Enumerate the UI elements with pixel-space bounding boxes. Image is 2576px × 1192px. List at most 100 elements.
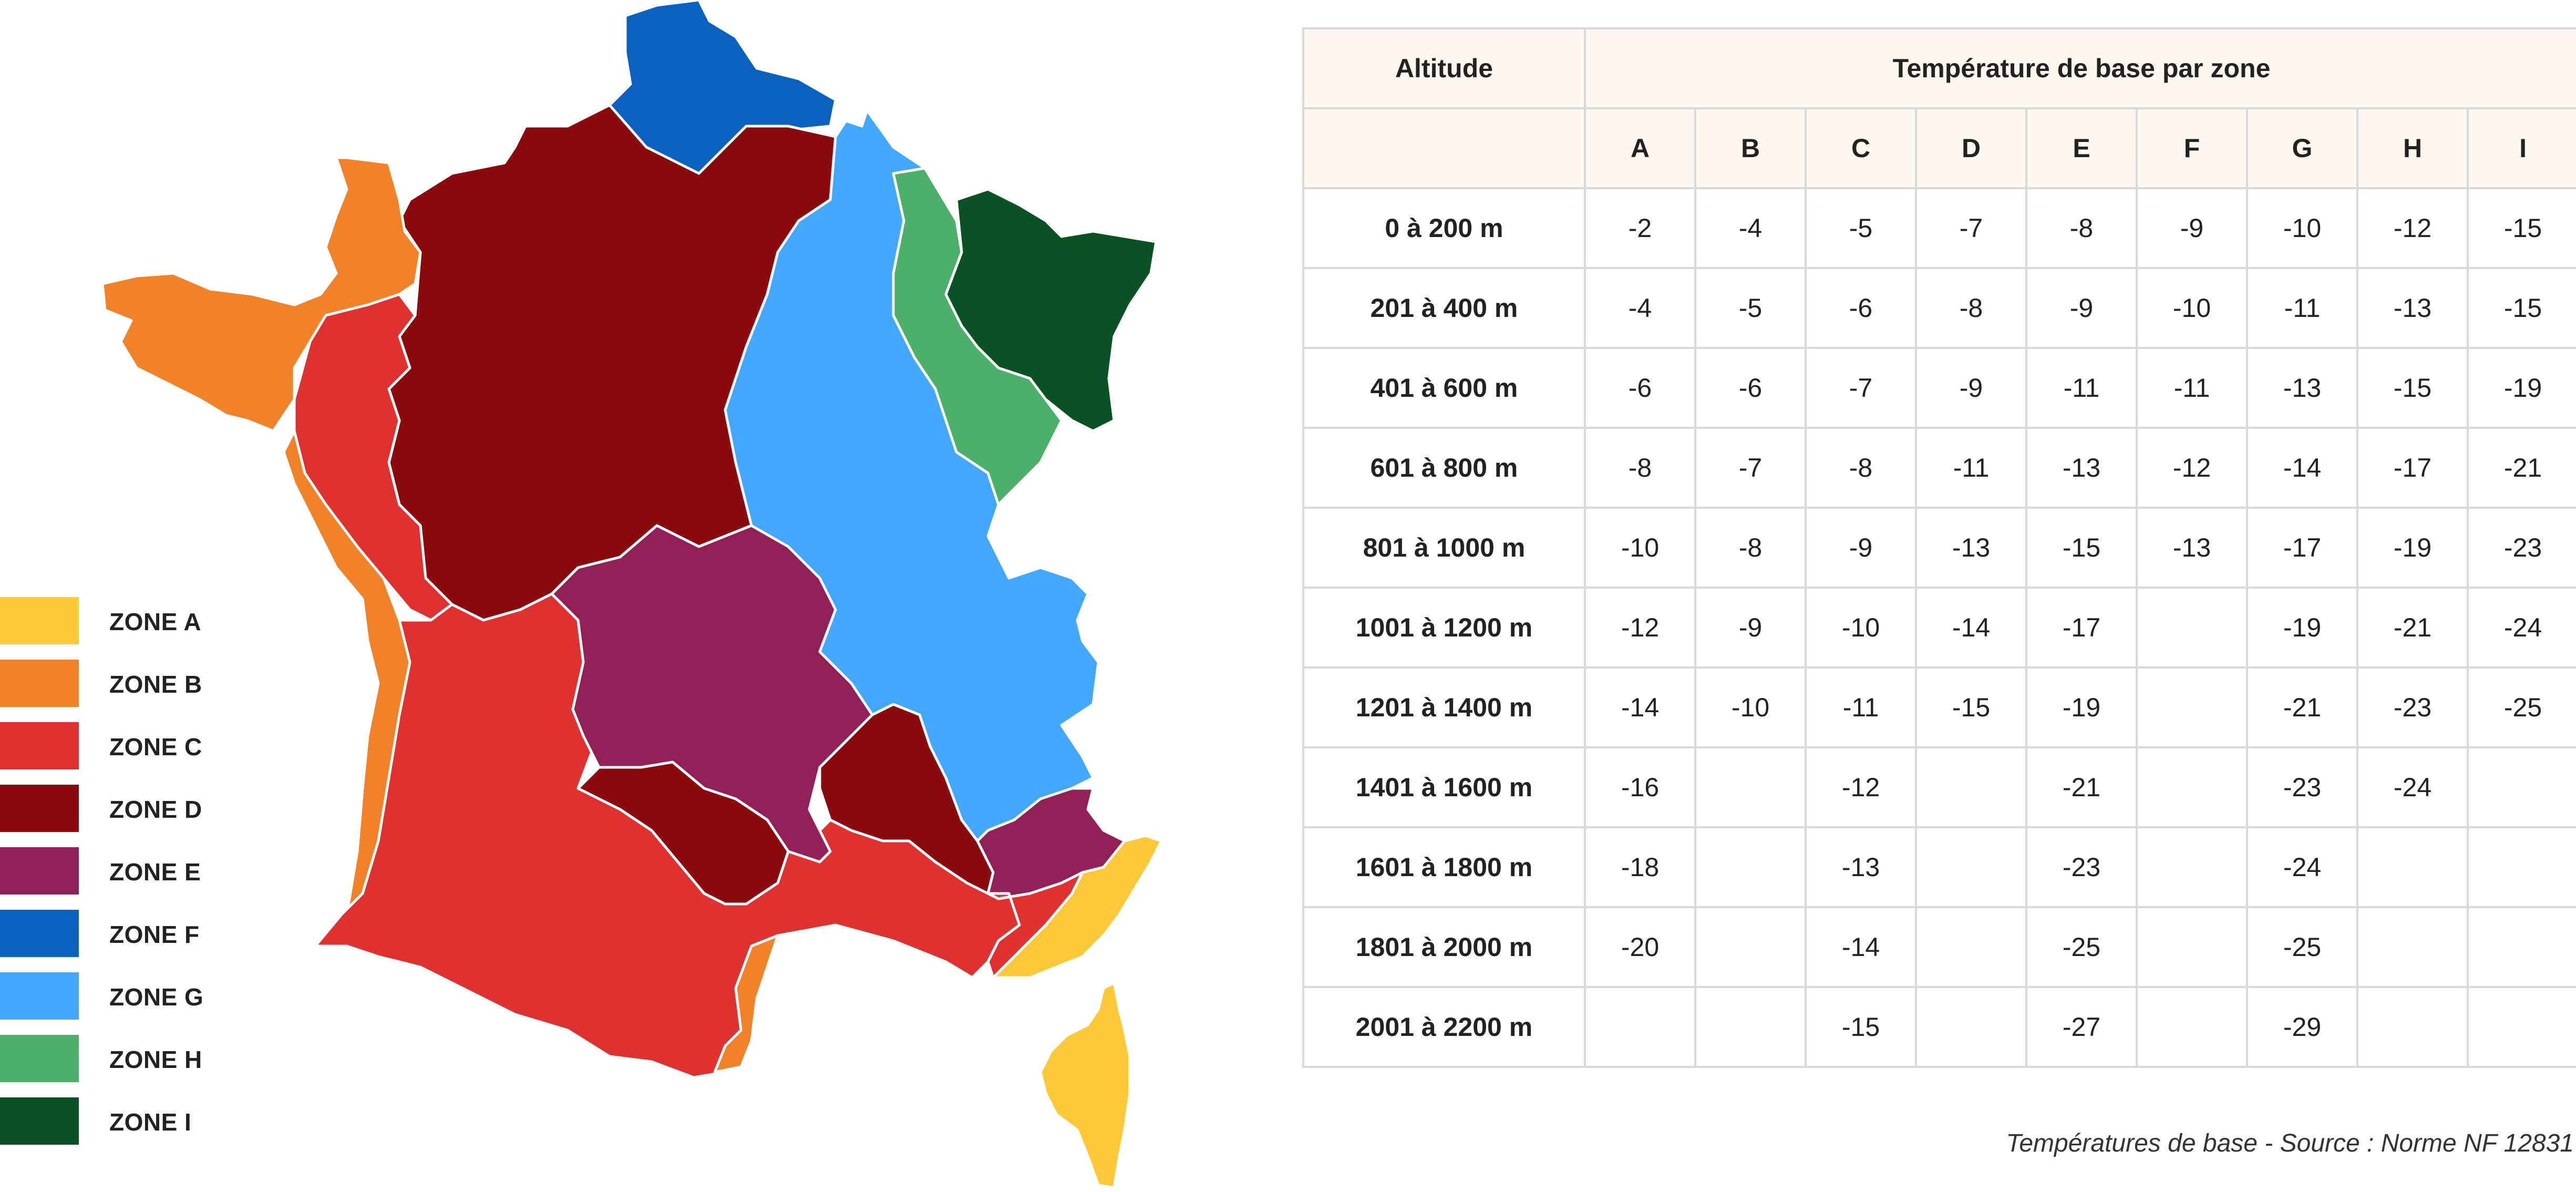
temperature-cell: -6 [1805, 267, 1917, 349]
temperature-cell [2466, 906, 2576, 988]
temperature-cell: -21 [2025, 746, 2138, 828]
legend-swatch [0, 972, 79, 1020]
temperature-cell: -19 [2466, 347, 2576, 429]
altitude-cell: 601 à 800 m [1302, 427, 1586, 509]
temperature-cell [1915, 906, 2027, 988]
temperature-cell: -9 [2136, 187, 2248, 269]
temperature-cell: -24 [2246, 826, 2358, 908]
temperature-cell: -15 [2356, 347, 2469, 429]
temperature-cell: -4 [1584, 267, 1696, 349]
temperature-cell [1915, 826, 2027, 908]
temperature-cell [2136, 826, 2248, 908]
temperature-cell: -23 [2246, 746, 2358, 828]
header-zone: B [1694, 107, 1807, 189]
temperature-cell [1694, 746, 1807, 828]
temperature-cell: -9 [1805, 507, 1917, 589]
temperature-cell: -15 [2025, 507, 2138, 589]
temperature-cell: -8 [1694, 507, 1807, 589]
temperature-cell: -23 [2356, 666, 2469, 748]
temperature-cell: -9 [1694, 587, 1807, 669]
legend-label: ZONE H [109, 1046, 202, 1073]
temperature-cell: -19 [2356, 507, 2469, 589]
temperature-cell: -5 [1805, 187, 1917, 269]
altitude-cell: 2001 à 2200 m [1302, 986, 1586, 1068]
legend-item: ZONE H [0, 1031, 294, 1083]
map-zone-b-brittany [101, 156, 422, 433]
france-zone-map [0, 0, 1209, 1192]
legend-swatch [0, 660, 79, 707]
temperature-cell: -6 [1694, 347, 1807, 429]
temperature-cell [1584, 986, 1696, 1068]
altitude-cell: 1801 à 2000 m [1302, 906, 1586, 988]
source-caption: Températures de base - Source : Norme NF… [2006, 1129, 2574, 1157]
temperature-cell: -10 [1584, 507, 1696, 589]
temperature-cell [2356, 986, 2469, 1068]
table-row: 401 à 600 m -6 -6 -7 -9 -11 -11 -13 -15 -19 [1302, 347, 2576, 429]
temperature-cell [2466, 746, 2576, 828]
legend-label: ZONE D [109, 796, 202, 823]
header-zone: I [2466, 107, 2576, 189]
temperature-cell: -21 [2466, 427, 2576, 509]
temperature-cell: -19 [2025, 666, 2138, 748]
temperature-cell: -27 [2025, 986, 2138, 1068]
temperature-cell [2466, 826, 2576, 908]
table-row: 801 à 1000 m -10 -8 -9 -13 -15 -13 -17 -19 -23 [1302, 507, 2576, 589]
temperature-cell [1694, 826, 1807, 908]
altitude-cell: 201 à 400 m [1302, 267, 1586, 349]
altitude-cell: 1201 à 1400 m [1302, 666, 1586, 748]
temperature-cell: -18 [1584, 826, 1696, 908]
temperature-cell [2356, 906, 2469, 988]
temperature-cell: -7 [1694, 427, 1807, 509]
temperature-cell: -15 [1805, 986, 1917, 1068]
temperature-cell: -25 [2025, 906, 2138, 988]
table-row: 0 à 200 m -2 -4 -5 -7 -8 -9 -10 -12 -15 [1302, 187, 2576, 269]
legend-swatch [0, 910, 79, 957]
temperature-cell [2356, 826, 2469, 908]
legend-swatch [0, 1035, 79, 1082]
temperature-cell: -11 [2136, 347, 2248, 429]
temperature-cell: -14 [1584, 666, 1696, 748]
map-zone-b-south [713, 934, 779, 1074]
legend-item: ZONE C [0, 718, 294, 770]
legend-item: ZONE F [0, 906, 294, 958]
temperature-cell: -10 [2136, 267, 2248, 349]
temperature-cell: -5 [1694, 267, 1807, 349]
temperature-cell: -9 [1915, 347, 2027, 429]
temperature-cell [2136, 666, 2248, 748]
temperature-cell: -13 [1915, 507, 2027, 589]
legend-item: ZONE G [0, 968, 294, 1021]
temperature-cell: -24 [2356, 746, 2469, 828]
legend-item: ZONE I [0, 1093, 294, 1146]
altitude-cell: 0 à 200 m [1302, 187, 1586, 269]
map-zone-i [944, 188, 1158, 433]
france-map-svg [101, 0, 1163, 1189]
temperature-cell [1694, 986, 1807, 1068]
table-row: 2001 à 2200 m -15 -27 -29 [1302, 986, 2576, 1068]
map-zone-a-corsica [1039, 981, 1131, 1189]
header-altitude-blank [1302, 107, 1586, 189]
temperature-cell: -13 [2136, 507, 2248, 589]
temperature-cell: -13 [2246, 347, 2358, 429]
temperature-cell [2136, 746, 2248, 828]
altitude-cell: 401 à 600 m [1302, 347, 1586, 429]
temperature-cell: -21 [2246, 666, 2358, 748]
temperature-cell: -21 [2356, 587, 2469, 669]
temperature-cell: -14 [1805, 906, 1917, 988]
legend-item: ZONE D [0, 780, 294, 833]
temperature-cell: -13 [2356, 267, 2469, 349]
temperature-cell: -7 [1915, 187, 2027, 269]
legend-label: ZONE E [109, 858, 201, 886]
table-row: 1801 à 2000 m -20 -14 -25 -25 [1302, 906, 2576, 988]
legend-item: ZONE E [0, 843, 294, 896]
temperature-cell: -15 [1915, 666, 2027, 748]
temperature-cell: -20 [1584, 906, 1696, 988]
temperature-cell: -12 [2356, 187, 2469, 269]
temperature-cell: -16 [1584, 746, 1696, 828]
temperature-cell: -8 [2025, 187, 2138, 269]
temperature-cell [1915, 986, 2027, 1068]
temperature-cell: -11 [1805, 666, 1917, 748]
temperature-cell: -10 [1805, 587, 1917, 669]
temperature-cell [2466, 986, 2576, 1068]
